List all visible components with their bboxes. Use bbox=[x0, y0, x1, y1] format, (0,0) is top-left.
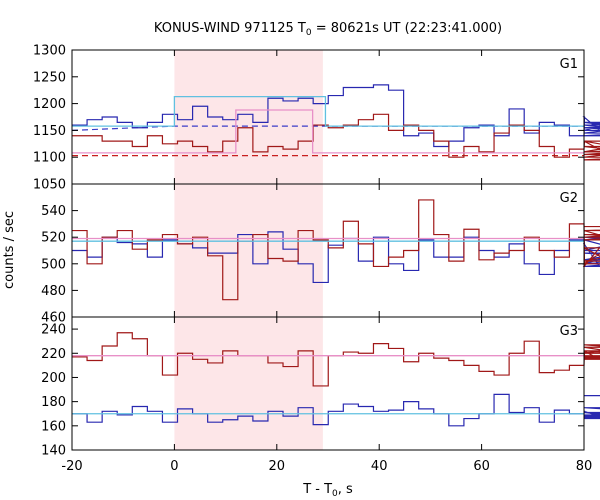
panel-g1: 1050 1100 1150 1200 1250 1300 G1 bbox=[33, 44, 600, 193]
chart-panels: 1050 1100 1150 1200 1250 1300 G1 460 480 500 520 54… bbox=[33, 44, 600, 474]
y-tick-label: 240 bbox=[41, 323, 66, 338]
y-tick-label: 140 bbox=[41, 444, 66, 459]
panel-label: G1 bbox=[560, 57, 578, 72]
x-tick-label: 0 bbox=[170, 459, 178, 474]
x-tick-label: -20 bbox=[61, 459, 82, 474]
y-tick-label: 1150 bbox=[33, 124, 66, 139]
y-tick-label: 1300 bbox=[33, 44, 66, 59]
x-axis-label: T - T0, s bbox=[302, 482, 353, 499]
red-count-series bbox=[72, 199, 600, 301]
x-tick-label: 20 bbox=[269, 459, 286, 474]
y-tick-label: 160 bbox=[41, 419, 66, 434]
fit-line-1 bbox=[72, 109, 584, 154]
y-tick-label: 520 bbox=[41, 231, 66, 246]
y-tick-label: 480 bbox=[41, 284, 66, 299]
chart-title: KONUS-WIND 971125 T0 = 80621s UT (22:23:… bbox=[154, 21, 502, 38]
y-tick-label: 220 bbox=[41, 347, 66, 362]
highlight-interval bbox=[174, 184, 323, 317]
x-tick-label: 80 bbox=[576, 459, 593, 474]
blue-count-series bbox=[72, 393, 600, 427]
y-tick-label: 1200 bbox=[33, 97, 66, 112]
panel-g2: 460 480 500 520 540 G2 bbox=[41, 183, 600, 326]
y-tick-label: 460 bbox=[41, 311, 66, 326]
highlight-interval bbox=[174, 317, 323, 450]
y-tick-label: 540 bbox=[41, 204, 66, 219]
y-tick-label: 1050 bbox=[33, 178, 66, 193]
y-tick-label: 200 bbox=[41, 371, 66, 386]
panel-frame bbox=[71, 49, 585, 185]
panel-g3: 140 160 180 200 220 240 G3 bbox=[41, 316, 600, 459]
x-tick-label: 60 bbox=[473, 459, 490, 474]
y-tick-label: 180 bbox=[41, 395, 66, 410]
highlight-interval bbox=[174, 50, 323, 184]
panel-label: G3 bbox=[560, 324, 578, 339]
y-tick-label: 1250 bbox=[33, 70, 66, 85]
fit-line-0 bbox=[72, 95, 584, 127]
y-axis-label: counts / sec bbox=[2, 211, 17, 289]
red-count-series bbox=[72, 113, 600, 161]
blue-count-series bbox=[72, 84, 600, 148]
y-tick-label: 500 bbox=[41, 257, 66, 272]
y-tick-label: 1100 bbox=[33, 151, 66, 166]
panel-frame bbox=[71, 316, 585, 451]
x-tick-label: 40 bbox=[371, 459, 388, 474]
red-count-series bbox=[72, 332, 600, 387]
panel-label: G2 bbox=[560, 191, 578, 206]
